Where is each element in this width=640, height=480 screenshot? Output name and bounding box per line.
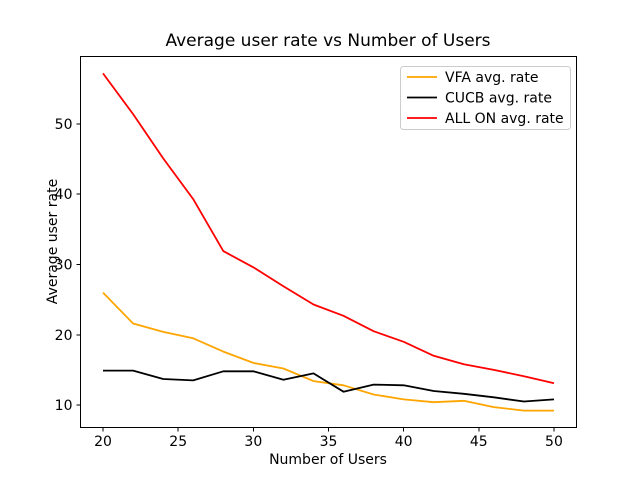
legend-label: VFA avg. rate (445, 70, 538, 86)
x-tick-label: 35 (320, 434, 338, 450)
legend-box (400, 66, 571, 130)
y-axis-ticks: 10 20 30 40 50 (55, 117, 81, 414)
y-tick-label: 30 (55, 257, 73, 273)
y-tick-label: 50 (55, 117, 73, 133)
all-on-avg-rate-line (102, 72, 555, 385)
x-axis-label: Number of Users (269, 452, 387, 468)
legend-label: ALL ON avg. rate (445, 111, 564, 127)
y-tick-label: 10 (55, 398, 73, 414)
x-tick-label: 20 (94, 434, 112, 450)
legend: VFA avg. rate CUCB avg. rate ALL ON avg. r… (400, 66, 571, 130)
x-tick-label: 45 (470, 434, 488, 450)
x-axis-ticks: 20 25 30 35 40 45 50 (94, 427, 563, 450)
y-tick-label: 40 (55, 187, 73, 203)
x-tick-label: 50 (545, 434, 563, 450)
chart-title: Average user rate vs Number of Users (165, 31, 490, 51)
x-tick-label: 25 (169, 434, 187, 450)
y-tick-label: 20 (55, 328, 73, 344)
y-axis-label: Average user rate (45, 179, 61, 304)
legend-label: CUCB avg. rate (445, 91, 552, 107)
x-tick-label: 40 (395, 434, 413, 450)
x-tick-label: 30 (244, 434, 262, 450)
data-series (102, 72, 555, 412)
cucb-avg-rate-line (103, 369, 555, 403)
